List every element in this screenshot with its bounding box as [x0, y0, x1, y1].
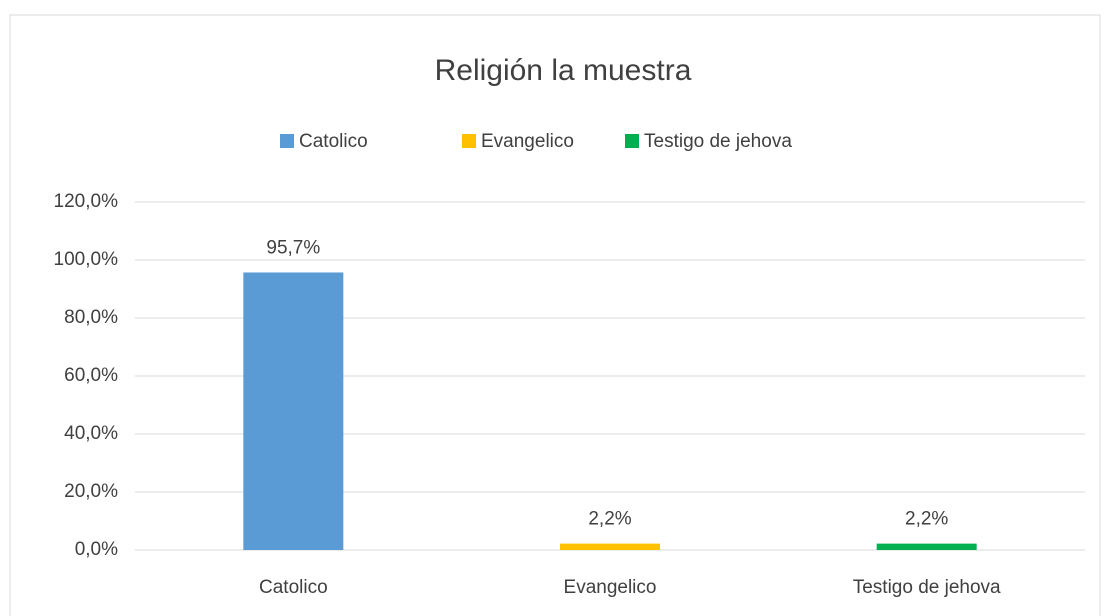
bar — [560, 543, 660, 550]
y-tick-label: 0,0% — [75, 539, 118, 560]
legend-swatch — [625, 134, 639, 148]
x-tick-label: Catolico — [259, 577, 328, 598]
legend-swatch — [280, 134, 294, 148]
y-tick-label: 60,0% — [64, 365, 118, 386]
y-tick-label: 100,0% — [54, 249, 119, 270]
x-tick-label: Testigo de jehova — [853, 577, 1001, 598]
legend-label: Catolico — [299, 131, 368, 152]
legend-label: Evangelico — [481, 131, 574, 152]
y-tick-label: 80,0% — [64, 307, 118, 328]
value-label: 95,7% — [266, 237, 320, 258]
y-tick-label: 120,0% — [54, 191, 119, 212]
legend-label: Testigo de jehova — [644, 131, 792, 152]
x-tick-label: Evangelico — [564, 577, 657, 598]
y-tick-label: 40,0% — [64, 423, 118, 444]
value-label: 2,2% — [905, 509, 948, 530]
value-label: 2,2% — [588, 509, 631, 530]
bar — [876, 543, 977, 550]
legend-swatch — [462, 134, 476, 148]
chart-border — [9, 14, 1101, 616]
bar — [243, 272, 344, 550]
y-tick-label: 20,0% — [64, 481, 118, 502]
chart-title: Religión la muestra — [435, 54, 692, 87]
